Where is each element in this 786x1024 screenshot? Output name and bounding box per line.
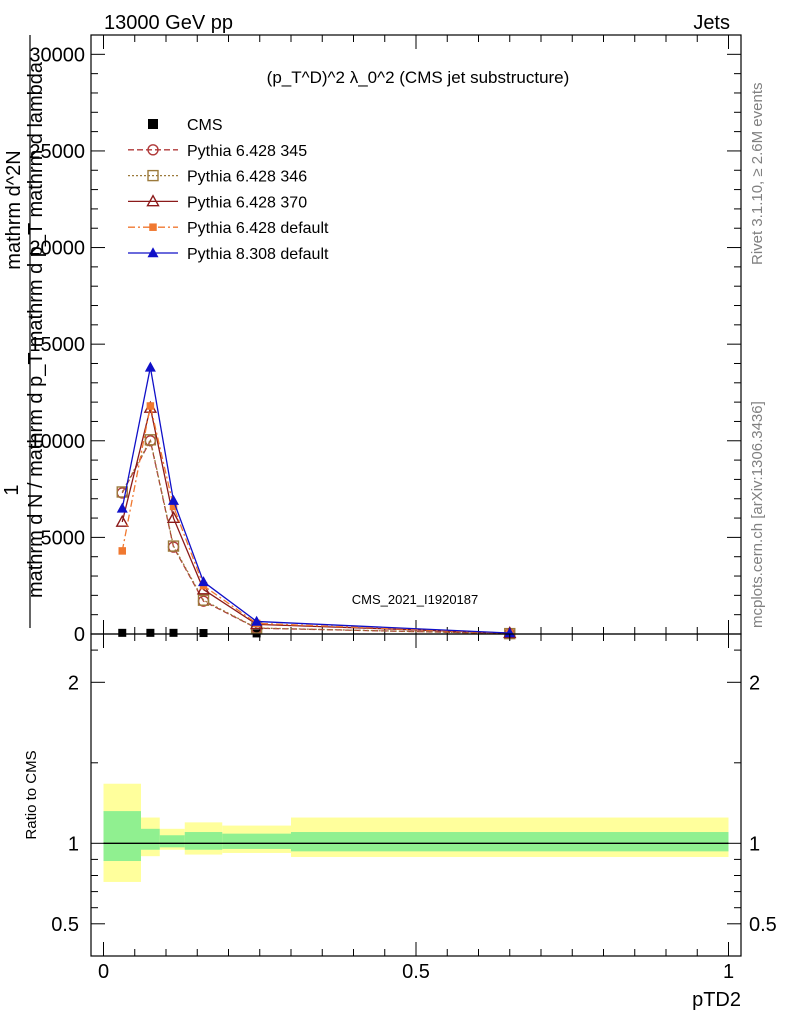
y-label-numerator: 1 — [1, 484, 23, 495]
data-point — [144, 361, 156, 372]
data-point — [169, 628, 178, 637]
main-y-tick-label: 25000 — [29, 141, 85, 163]
y-label-line1: mathrm d^2N — [3, 150, 25, 269]
uncertainty-band-inner — [159, 835, 185, 848]
data-point — [168, 494, 179, 505]
ratio-y-tick-label: 1 — [68, 833, 79, 855]
ratio-y-label-text: Ratio to CMS — [23, 750, 40, 839]
legend-item: Pythia 6.428 default — [128, 220, 329, 237]
analysis-watermark: CMS_2021_I1920187 — [352, 592, 479, 607]
ratio-y-tick-label: 0.5 — [51, 914, 79, 936]
data-point — [169, 502, 178, 511]
mcplots-label: mcplots.cern.ch [arXiv:1306.3436] — [749, 401, 766, 628]
x-axis-label: pTD2 — [692, 989, 741, 1011]
data-point — [116, 486, 128, 498]
main-y-tick-label: 5000 — [41, 527, 86, 549]
legend-marker — [148, 119, 158, 129]
ratio-y-tick-label-right: 2 — [749, 672, 760, 694]
legend-label: Pythia 6.428 default — [187, 220, 329, 237]
data-point — [118, 547, 126, 555]
data-point — [198, 576, 209, 587]
legend-item: Pythia 8.308 default — [128, 246, 329, 263]
plot-title: (p_T^D)^2 λ_0^2 (CMS jet substructure) — [267, 68, 570, 87]
rivet-version-label: Rivet 3.1.10, ≥ 2.6M events — [749, 83, 766, 266]
data-point — [116, 502, 128, 513]
header-right-label: Jets — [693, 12, 730, 34]
ratio-y-tick-label: 2 — [68, 672, 79, 694]
data-point — [166, 510, 181, 524]
uncertainty-band-inner — [103, 811, 141, 862]
data-point — [167, 540, 180, 552]
legend-marker — [149, 223, 157, 231]
series-pythia-8-308-default — [116, 361, 516, 638]
x-tick-label: 0 — [98, 961, 109, 983]
legend-label: CMS — [187, 117, 223, 134]
header-left-label: 13000 GeV pp — [104, 12, 233, 34]
ratio-y-axis-label: Ratio to CMS — [23, 750, 40, 839]
legend-item: Pythia 6.428 346 — [128, 169, 307, 186]
data-point — [251, 615, 263, 626]
data-point — [118, 628, 127, 637]
main-plot-panel: 0 5000 10000 15000 20000 25000 30000 — [29, 34, 742, 646]
x-tick-label: 0.5 — [402, 961, 430, 983]
legend-marker — [147, 247, 159, 258]
legend-label: Pythia 6.428 346 — [187, 169, 307, 186]
main-y-tick-label: 20000 — [29, 238, 85, 260]
series-line — [121, 367, 510, 634]
legend-label: Pythia 6.428 345 — [187, 143, 307, 160]
legend-item: Pythia 6.428 345 — [128, 143, 307, 160]
legend-marker — [147, 144, 159, 156]
legend-item: Pythia 6.428 370 — [128, 194, 307, 211]
main-y-tick-label: 10000 — [29, 431, 85, 453]
main-y-tick-label: 30000 — [29, 44, 85, 66]
legend: CMS Pythia 6.428 345 Pythia 6.428 346 Pythi… — [128, 117, 329, 263]
rivet-version-text: Rivet 3.1.10, ≥ 2.6M events — [749, 83, 766, 266]
mcplots-text: mcplots.cern.ch [arXiv:1306.3436] — [749, 401, 766, 628]
ratio-plot-panel: 0.5 0.5 1 1 2 2 0 0.5 1 — [51, 633, 777, 983]
ratio-y-tick-label-right: 0.5 — [749, 914, 777, 936]
ratio-y-tick-label-right: 1 — [749, 833, 760, 855]
series-line — [121, 437, 510, 635]
series-pythia-6-428-346 — [116, 434, 516, 640]
ratio-plot-frame — [90, 633, 742, 957]
main-y-tick-label: 0 — [74, 624, 85, 646]
series-line — [121, 405, 510, 634]
uncertainty-band-inner — [222, 833, 291, 849]
legend-marker — [147, 169, 159, 182]
x-tick-label: 1 — [723, 961, 734, 983]
uncertainty-band-inner — [141, 828, 160, 850]
uncertainty-band-inner — [184, 832, 223, 850]
data-point — [144, 434, 157, 446]
data-point — [197, 594, 210, 606]
main-y-tick-label: 15000 — [29, 334, 85, 356]
data-point — [146, 628, 155, 637]
legend-item: CMS — [148, 117, 223, 134]
legend-label: Pythia 8.308 default — [187, 246, 329, 263]
data-point — [199, 629, 208, 638]
uncertainty-band-inner — [291, 832, 729, 852]
data-point — [115, 514, 129, 527]
data-point — [146, 402, 155, 410]
data-point — [504, 627, 516, 638]
legend-marker — [146, 194, 160, 207]
legend-label: Pythia 6.428 370 — [187, 194, 307, 211]
series-pythia-6-428-345 — [116, 435, 516, 640]
main-y-axis-label: 1 mathrm d^2N mathrm d N / mathrm d p_T … — [1, 35, 47, 628]
